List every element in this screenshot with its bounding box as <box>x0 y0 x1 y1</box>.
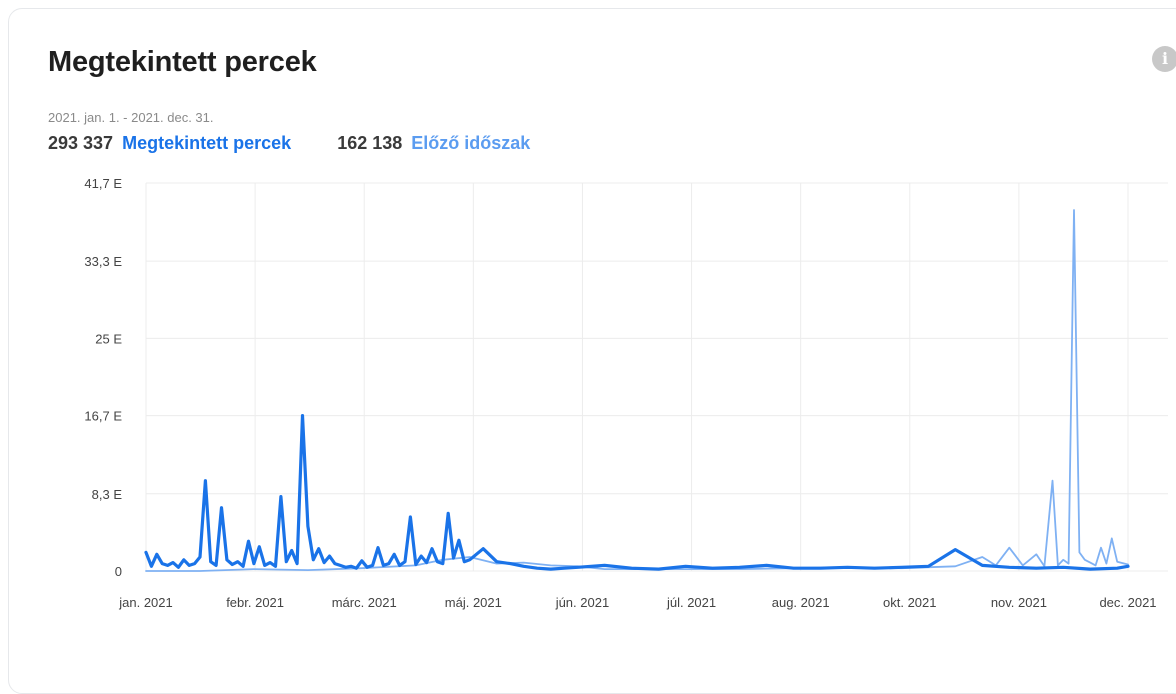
series-line-current[interactable] <box>144 414 1130 571</box>
x-tick-label: febr. 2021 <box>226 595 284 610</box>
y-axis-ticks: 0 8,3 E 16,7 E 25 E 33,3 E 41,7 E <box>84 176 122 579</box>
y-tick-label: 0 <box>115 564 122 579</box>
x-tick-label: dec. 2021 <box>1099 595 1156 610</box>
x-tick-label: márc. 2021 <box>332 595 397 610</box>
y-tick-label: 33,3 E <box>84 254 122 269</box>
x-tick-label: nov. 2021 <box>991 595 1047 610</box>
chart-series <box>144 209 1130 572</box>
date-range: 2021. jan. 1. - 2021. dec. 31. <box>48 110 214 125</box>
summary-row: 293 337 Megtekintett percek 162 138 Előz… <box>48 133 530 154</box>
x-tick-label: aug. 2021 <box>772 595 830 610</box>
series-line-previous[interactable] <box>145 209 1129 572</box>
x-tick-label: jún. 2021 <box>555 595 610 610</box>
previous-total: 162 138 <box>337 133 403 153</box>
x-tick-label: jan. 2021 <box>118 595 173 610</box>
y-tick-label: 41,7 E <box>84 176 122 191</box>
views-card <box>8 8 1176 694</box>
previous-series-label[interactable]: Előző időszak <box>411 133 531 153</box>
x-tick-label: máj. 2021 <box>445 595 502 610</box>
x-tick-label: júl. 2021 <box>666 595 716 610</box>
y-tick-label: 25 E <box>95 331 122 346</box>
x-axis-ticks: jan. 2021 febr. 2021 márc. 2021 máj. 2021 jú… <box>118 595 1156 610</box>
current-series-label[interactable]: Megtekintett percek <box>122 133 292 153</box>
chart-grid <box>145 182 1168 572</box>
info-icon[interactable]: i <box>1152 46 1176 72</box>
x-tick-label: okt. 2021 <box>883 595 937 610</box>
y-tick-label: 16,7 E <box>84 409 122 424</box>
y-tick-label: 8,3 E <box>92 487 123 502</box>
page-title: Megtekintett percek <box>48 46 317 78</box>
current-total: 293 337 <box>48 133 114 153</box>
